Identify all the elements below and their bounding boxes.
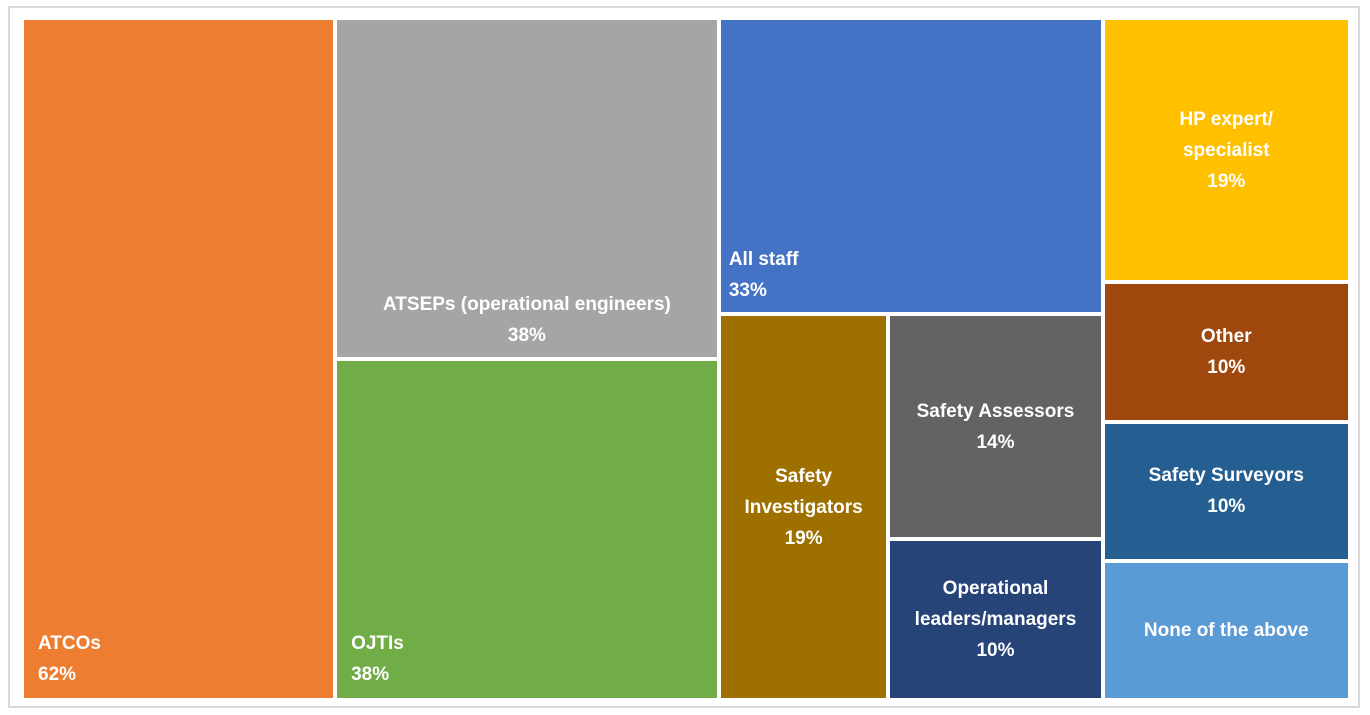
treemap-cell: Other 10% xyxy=(1102,282,1350,422)
cell-label: All staff xyxy=(728,249,799,271)
treemap: ATCOs 62% ATSEPs (operational engineers) 38… xyxy=(8,6,1360,708)
value-label: 14% xyxy=(976,431,1015,453)
value-label: 10% xyxy=(976,640,1015,662)
value-label: 62% xyxy=(38,664,77,685)
cell-label: OJTIs xyxy=(351,633,404,654)
treemap-cell: ATCOs 62% xyxy=(22,18,336,700)
cell-label: Other xyxy=(1200,326,1252,348)
treemap-cell: Safety Investigators 19% xyxy=(718,314,889,700)
value-label: 33% xyxy=(728,280,767,302)
treemap-cell: OJTIs 38% xyxy=(335,359,719,700)
cell-label: HP expert/ specialist xyxy=(1179,108,1274,161)
cell-label: Operational leaders/managers xyxy=(914,578,1077,631)
treemap-cell: Operational leaders/managers 10% xyxy=(888,539,1103,700)
cell-label: Safety Surveyors xyxy=(1148,465,1304,487)
treemap-cell: Safety Assessors 14% xyxy=(888,314,1103,540)
treemap-cell: All staff 33% xyxy=(718,18,1103,315)
cell-label: None of the above xyxy=(1143,619,1309,641)
value-label: 10% xyxy=(1207,357,1246,379)
treemap-cell: Safety Surveyors 10% xyxy=(1102,421,1350,561)
cell-label: ATSEPs (operational engineers) xyxy=(382,294,671,315)
treemap-cell: HP expert/ specialist 19% xyxy=(1102,18,1350,283)
value-label: 10% xyxy=(1207,496,1246,518)
value-label: 38% xyxy=(351,664,390,685)
treemap-cell: None of the above xyxy=(1102,560,1350,700)
cell-label: ATCOs xyxy=(38,633,101,654)
value-label: 19% xyxy=(1207,170,1246,192)
value-label: 38% xyxy=(507,325,546,346)
treemap-cell: ATSEPs (operational engineers) 38% xyxy=(335,18,719,359)
cell-label: Safety Assessors xyxy=(916,400,1075,422)
value-label: 19% xyxy=(784,527,823,549)
cell-label: Safety Investigators xyxy=(744,465,863,518)
